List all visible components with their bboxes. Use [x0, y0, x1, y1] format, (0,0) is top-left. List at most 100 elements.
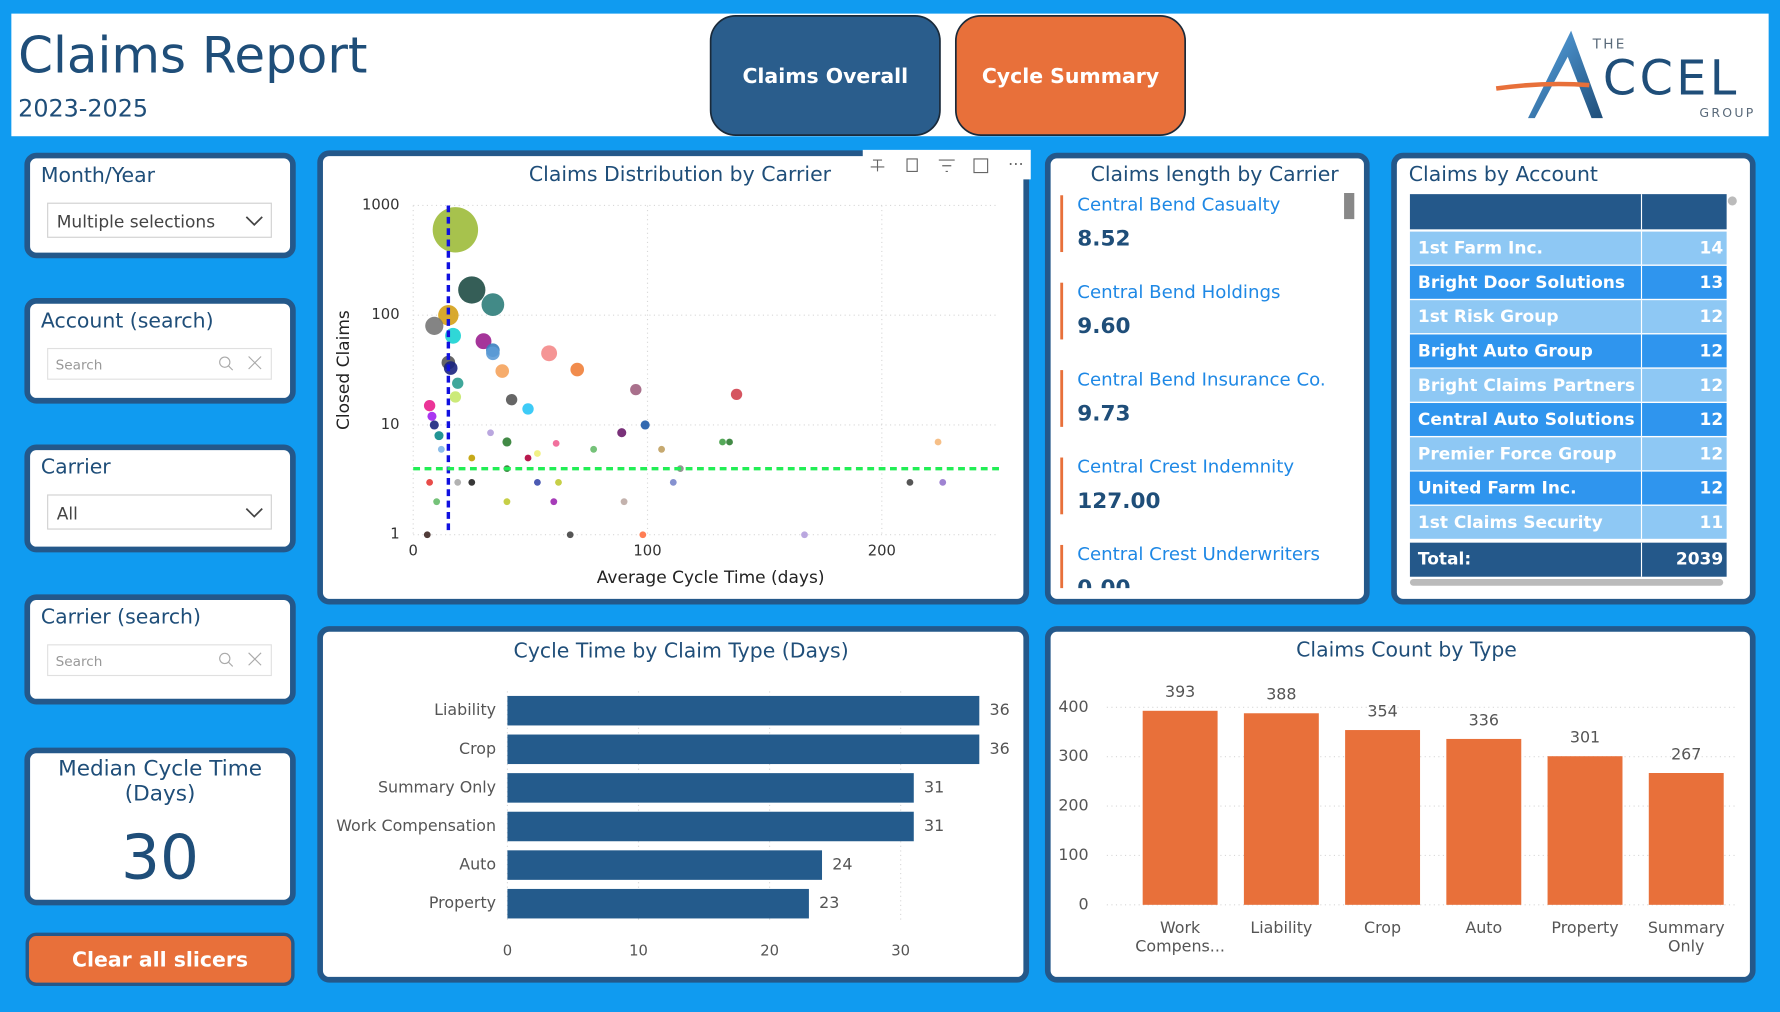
slicer-title: Month/Year: [41, 163, 156, 187]
bubble: [552, 439, 560, 447]
filter-icon[interactable]: [938, 159, 955, 172]
bubble: [495, 364, 510, 378]
card-value: 127.00: [1077, 489, 1160, 514]
clear-button-label[interactable]: Clear all slicers: [72, 947, 248, 971]
bubble: [427, 411, 437, 421]
kpi-title-box: Median Cycle Time (Days): [58, 757, 263, 806]
row-value: 12: [1700, 410, 1724, 430]
row-label: Bright Door Solutions: [1418, 273, 1625, 293]
x-tick-label: Property: [1551, 919, 1619, 938]
bubble: [426, 478, 434, 486]
x-tick-label: 100: [633, 543, 661, 560]
dropdown-value[interactable]: Multiple selections: [57, 213, 215, 233]
slicer-title: Carrier (search): [41, 605, 201, 629]
table-title: Claims by Account: [1409, 162, 1598, 186]
bubble: [449, 391, 462, 403]
scrollbar[interactable]: [1344, 192, 1355, 220]
row-value: 12: [1700, 444, 1724, 464]
table-row: [1409, 505, 1727, 539]
row-value: 11: [1700, 513, 1724, 533]
logo-text: CCEL: [1603, 52, 1740, 107]
table-row: [1409, 471, 1727, 505]
kpi-title: Median Cycle Time (Days): [58, 757, 263, 806]
bubble: [437, 445, 445, 453]
bubble: [434, 431, 444, 441]
nav-button-label[interactable]: Cycle Summary: [982, 64, 1159, 88]
x-tick-label: Summary Only: [1647, 919, 1725, 957]
value-label: 393: [1165, 682, 1195, 701]
bubble: [503, 498, 511, 506]
chevron: [245, 216, 263, 226]
bubble: [487, 429, 494, 437]
more-icon[interactable]: ⋯: [1008, 154, 1024, 173]
bubble: [939, 478, 947, 486]
bar: [1142, 710, 1218, 905]
x-tick-label: 10: [629, 942, 648, 959]
h-scrollbar: [1409, 578, 1724, 586]
nav-button-label[interactable]: Claims Overall: [742, 64, 908, 88]
logo-mark: [1527, 30, 1603, 119]
row-value: 12: [1700, 341, 1724, 361]
card-accent: [1060, 544, 1064, 589]
x-tick-label: 0: [409, 543, 418, 560]
bubble: [730, 388, 743, 401]
chart-title: Claims Count by Type: [1296, 638, 1517, 662]
total-label: Total:: [1418, 550, 1471, 570]
value-label: 24: [832, 855, 852, 874]
value-label: 36: [990, 700, 1010, 719]
bar: [1446, 738, 1522, 905]
bar: [1648, 773, 1724, 905]
dropdown[interactable]: [47, 494, 272, 530]
search-placeholder[interactable]: Search: [56, 358, 103, 374]
table-row: [1409, 403, 1727, 436]
bubble: [423, 399, 436, 412]
bubble: [468, 478, 476, 486]
table-row: [1409, 368, 1727, 402]
v-scrollbar: [1727, 196, 1737, 206]
bubble: [566, 531, 574, 539]
kpi-value: 30: [121, 822, 199, 893]
bubble: [425, 316, 444, 335]
copy-icon[interactable]: [906, 158, 918, 172]
y-tick-label: Summary Only: [378, 777, 496, 796]
total-value: 2039: [1676, 550, 1723, 570]
value-label: 336: [1469, 710, 1499, 729]
clear-icon: [227, 356, 262, 371]
bar: [507, 773, 914, 803]
search-box[interactable]: [47, 347, 272, 380]
bar: [507, 695, 980, 726]
bubble: [502, 437, 512, 447]
y-tick-label: 0: [1079, 894, 1089, 913]
search-icon: [219, 652, 231, 665]
table-row: [1409, 334, 1727, 368]
row-label: Bright Auto Group: [1418, 341, 1593, 361]
card-name: Central Bend Holdings: [1077, 282, 1280, 303]
chart-title: Claims Distribution by Carrier: [529, 162, 832, 186]
y-tick-label: 200: [1058, 796, 1088, 815]
y-tick-label: Liability: [434, 700, 496, 719]
value-label: 23: [819, 893, 839, 912]
dropdown-value[interactable]: All: [57, 504, 78, 524]
search-icon: [219, 356, 231, 368]
pin-icon[interactable]: [870, 159, 885, 172]
hbar-panel: [317, 626, 1030, 983]
dropdown[interactable]: [47, 202, 272, 238]
bubble: [481, 293, 505, 316]
focus-icon[interactable]: [973, 158, 989, 174]
table-row: [1409, 231, 1727, 265]
search-box[interactable]: [47, 644, 272, 677]
bubble: [429, 420, 439, 430]
row-label: United Farm Inc.: [1418, 479, 1577, 499]
bubble: [639, 531, 647, 539]
search-placeholder[interactable]: Search: [56, 654, 103, 670]
value-label: 36: [990, 739, 1010, 758]
clear-button[interactable]: [25, 932, 295, 986]
card-value: 0.00: [1077, 576, 1130, 601]
label-box: Work Compens...: [1135, 920, 1225, 956]
x-tick-label: Auto: [1465, 919, 1503, 938]
nav-button[interactable]: [709, 15, 941, 136]
report-title: Claims Report: [18, 27, 367, 85]
bubble: [726, 438, 733, 446]
nav-button[interactable]: [954, 15, 1187, 136]
cards-title: Claims length by Carrier: [1091, 162, 1340, 186]
